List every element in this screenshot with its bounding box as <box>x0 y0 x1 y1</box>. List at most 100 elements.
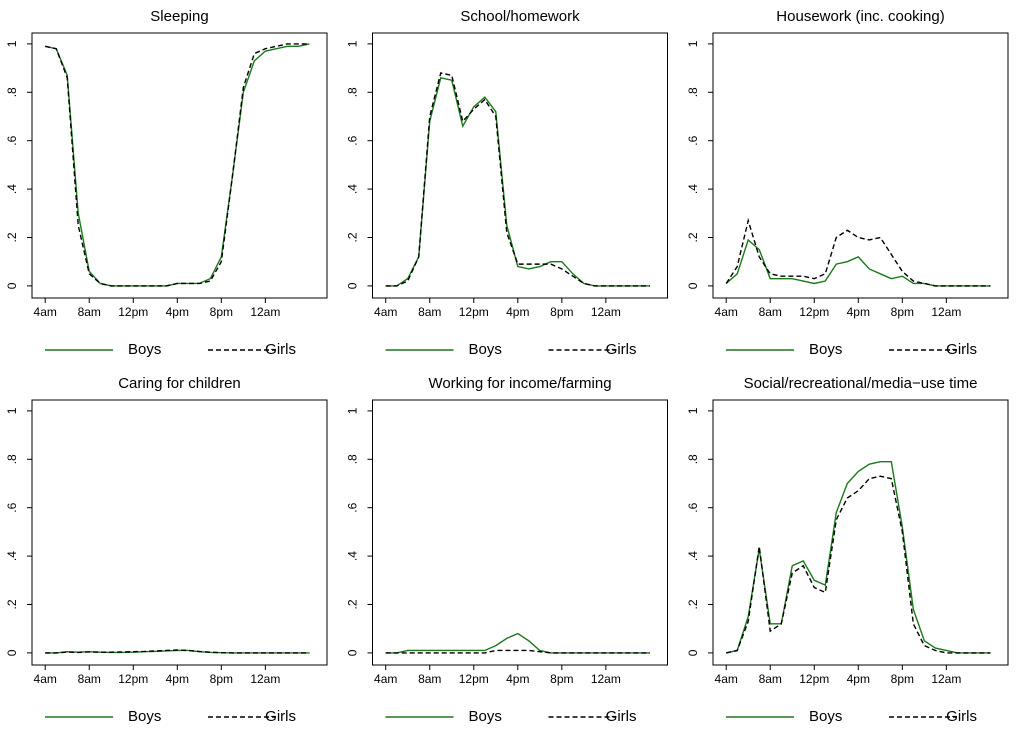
y-tick-label: 1 <box>5 40 19 47</box>
y-tick-label: 1 <box>5 407 19 414</box>
y-tick-label: .2 <box>5 232 19 242</box>
x-tick-label: 8pm <box>891 672 914 686</box>
x-tick-label: 8pm <box>210 305 233 319</box>
series-line <box>45 649 310 654</box>
y-tick-label: .6 <box>5 502 19 512</box>
x-tick-label: 12am <box>931 305 961 319</box>
y-tick-label: .8 <box>686 87 700 97</box>
series-line <box>385 76 650 287</box>
y-tick-label: 0 <box>686 282 700 289</box>
panel: Social/recreational/media−use time 0 .2 .4.… <box>686 375 1009 725</box>
y-tick-label: 0 <box>686 649 700 656</box>
legend-label: Girls <box>265 341 296 358</box>
y-tick-label: .2 <box>686 232 700 242</box>
y-tick-label: 1 <box>346 407 360 414</box>
panel-title: Caring for children <box>118 375 241 392</box>
y-tick-label: .2 <box>5 599 19 609</box>
x-tick-label: 8pm <box>891 305 914 319</box>
x-tick-label: 12pm <box>799 672 829 686</box>
y-tick-label: .6 <box>686 135 700 145</box>
panel-title: Sleeping <box>150 8 208 25</box>
plot-frame <box>372 399 668 666</box>
y-tick-label: .8 <box>5 87 19 97</box>
x-tick-label: 12am <box>250 305 280 319</box>
y-tick-label: .6 <box>686 502 700 512</box>
x-tick-label: 4pm <box>166 672 189 686</box>
legend-label: Girls <box>606 708 637 725</box>
legend-label: Boys <box>809 708 842 725</box>
series-line <box>45 43 310 287</box>
x-tick-label: 12am <box>591 305 621 319</box>
x-tick-label: 12am <box>931 672 961 686</box>
y-tick-label: .6 <box>5 135 19 145</box>
x-tick-label: 4am <box>374 305 397 319</box>
y-tick-label: 1 <box>686 407 700 414</box>
x-tick-label: 4am <box>715 305 738 319</box>
x-tick-label: 12pm <box>799 305 829 319</box>
legend-label: Boys <box>128 341 161 358</box>
y-tick-label: .6 <box>346 135 360 145</box>
plot-frame <box>712 399 1009 666</box>
x-tick-label: 8pm <box>210 672 233 686</box>
panel-title: Social/recreational/media−use time <box>744 375 978 392</box>
x-tick-label: 4pm <box>506 305 529 319</box>
y-tick-label: 0 <box>5 282 19 289</box>
panel-title: Housework (inc. cooking) <box>776 8 944 25</box>
x-tick-label: 8pm <box>550 672 573 686</box>
series-line <box>725 238 991 287</box>
y-tick-label: .2 <box>686 599 700 609</box>
series-line <box>726 461 991 654</box>
x-tick-label: 4pm <box>847 672 870 686</box>
x-tick-label: 8am <box>78 305 101 319</box>
x-tick-label: 12pm <box>118 305 148 319</box>
y-tick-label: .8 <box>686 454 700 464</box>
legend-label: Girls <box>946 708 977 725</box>
legend-label: Boys <box>128 708 161 725</box>
panel: Working for income/farming 0 .2 .4 .6 .8 1 4am 8… <box>346 375 668 725</box>
legend-label: Boys <box>809 341 842 358</box>
x-tick-label: 4pm <box>847 305 870 319</box>
x-tick-label: 4am <box>34 305 57 319</box>
y-tick-label: .8 <box>346 87 360 97</box>
plot-frame <box>31 32 328 299</box>
legend-label: Boys <box>469 341 502 358</box>
y-tick-label: .4 <box>346 551 360 561</box>
series-line <box>45 43 310 287</box>
y-tick-label: .4 <box>346 184 360 194</box>
y-tick-label: 0 <box>346 282 360 289</box>
x-tick-label: 4am <box>34 672 57 686</box>
x-tick-label: 4pm <box>166 305 189 319</box>
x-tick-label: 4am <box>374 672 397 686</box>
legend-label: Boys <box>469 708 502 725</box>
x-tick-label: 8am <box>759 672 782 686</box>
x-tick-label: 8pm <box>550 305 573 319</box>
x-tick-label: 12am <box>250 672 280 686</box>
x-tick-label: 12pm <box>118 672 148 686</box>
series-line <box>725 217 991 287</box>
legend-label: Girls <box>606 341 637 358</box>
y-tick-label: .8 <box>346 454 360 464</box>
y-tick-label: 0 <box>346 649 360 656</box>
series-line <box>385 649 650 654</box>
y-tick-label: .4 <box>5 551 19 561</box>
plot-frame <box>372 32 668 299</box>
x-tick-label: 12pm <box>459 672 489 686</box>
y-tick-label: .4 <box>5 184 19 194</box>
panel: Housework (inc. cooking) 0 .2 .4 .6 .8 1 4am 8am… <box>686 8 1009 358</box>
x-tick-label: 8am <box>78 672 101 686</box>
y-tick-label: .2 <box>346 232 360 242</box>
series-line <box>385 72 650 287</box>
x-tick-label: 8am <box>418 305 441 319</box>
legend-label: Girls <box>265 708 296 725</box>
plot-frame <box>712 32 1009 299</box>
panel: Sleeping 0 .2 .4 .6 .8 1 4am 8am 12pm 4pm 8pm 12am Bo… <box>5 8 328 358</box>
y-tick-label: .4 <box>686 184 700 194</box>
panel-title: School/homework <box>460 8 580 25</box>
legend-label: Girls <box>946 341 977 358</box>
panel: Caring for children 0 .2 .4 .6 .8 1 4am 8am 12pm 4… <box>5 375 328 725</box>
x-tick-label: 12am <box>591 672 621 686</box>
x-tick-label: 8am <box>418 672 441 686</box>
panel: School/homework 0 .2 .4 .6 .8 1 4am 8am 12pm 4pm 8p… <box>346 8 668 358</box>
plot-frame <box>31 399 328 666</box>
